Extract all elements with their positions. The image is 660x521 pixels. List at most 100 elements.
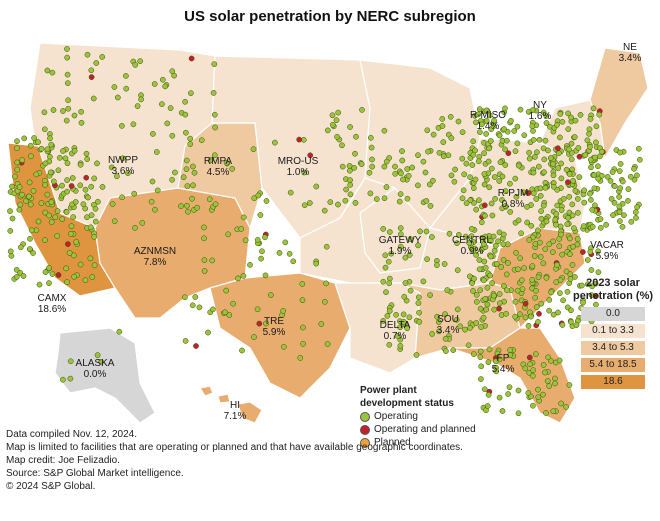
region-value-ny: 1.6% (529, 111, 552, 122)
plant-dot (566, 382, 573, 388)
plant-dot (247, 262, 253, 268)
plant-dot (552, 216, 559, 223)
plant-dot (632, 209, 639, 216)
plant-dot (56, 154, 63, 161)
plant-dot (571, 225, 577, 231)
plant-dot (574, 236, 581, 242)
plant-dot (42, 160, 49, 167)
plant-dot (565, 110, 571, 117)
plant-dot (512, 148, 519, 154)
plant-dot (558, 175, 565, 182)
plant-dot (229, 166, 236, 172)
plant-dot (625, 186, 632, 192)
plant-dot (300, 324, 306, 331)
plant-dot (487, 272, 494, 279)
plant-dot (324, 127, 331, 134)
plant-dot (21, 135, 28, 142)
plant-dot (568, 140, 575, 147)
plant-dot (41, 126, 48, 133)
plant-dot (496, 305, 502, 312)
plant-dot (550, 172, 557, 179)
plant-dot (557, 111, 564, 117)
plant-dot (276, 250, 283, 256)
plant-dot (367, 134, 374, 141)
plant-dot (397, 342, 404, 349)
plant-dot (415, 300, 422, 306)
region-value-tre: 5.9% (263, 327, 286, 338)
plant-dot (64, 80, 71, 86)
plant-dot (63, 209, 70, 215)
plant-dot (625, 197, 631, 204)
plant-dot (211, 61, 218, 67)
plant-dot (480, 277, 487, 284)
plant-dot (42, 182, 48, 188)
plant-dot (193, 343, 199, 349)
plant-dot (254, 306, 261, 313)
plant-dot (425, 148, 431, 155)
plant-dot (116, 328, 123, 335)
plant-dot (634, 172, 640, 179)
plant-dot (559, 251, 566, 258)
plant-dot (611, 199, 618, 206)
plant-dot (434, 313, 440, 320)
plant-dot (470, 185, 477, 192)
plant-dot (383, 289, 389, 296)
plant-dot (69, 175, 76, 181)
plant-dot (529, 373, 536, 379)
region-label-centrl: CENTRL (452, 235, 492, 246)
plant-dot (111, 218, 118, 225)
plant-dot (475, 158, 482, 165)
plant-dot (60, 376, 66, 383)
plant-dot (28, 153, 34, 160)
plant-dot (481, 171, 488, 177)
plant-dot (339, 142, 345, 149)
plant-dot (313, 260, 320, 267)
plant-dot (263, 198, 270, 204)
plant-dot (223, 287, 230, 294)
plant-dot (467, 325, 473, 331)
plant-dot (397, 243, 404, 250)
region-label-nwpp: NWPP (108, 155, 138, 166)
plant-dot (503, 310, 509, 317)
plant-dot (569, 212, 576, 219)
plant-dot (68, 223, 75, 230)
plant-dot (537, 193, 544, 199)
plant-dot (609, 169, 616, 175)
plant-dot (616, 209, 623, 215)
plant-dot (552, 380, 558, 387)
plant-dot (518, 277, 525, 284)
plant-dot (616, 203, 623, 210)
legend-band-2: 3.4 to 5.3 (581, 341, 645, 355)
plant-dot (471, 275, 477, 282)
plant-dot (542, 184, 549, 191)
plant-dot (54, 208, 61, 214)
plant-dot (396, 198, 403, 205)
plant-dot (397, 225, 404, 231)
region-label-tre: TRE (264, 316, 284, 327)
plant-dot (554, 121, 560, 128)
plant-dot (381, 195, 388, 202)
plant-dot (420, 278, 427, 285)
plant-dot (563, 404, 569, 410)
plant-dot (440, 139, 447, 145)
plant-dot (543, 120, 550, 126)
plant-dot (72, 199, 79, 205)
plant-dot (301, 169, 308, 176)
plant-dot (486, 184, 493, 191)
plant-dot (461, 171, 468, 178)
plant-dot (139, 220, 146, 226)
plant-dot (552, 221, 559, 228)
plant-dot (553, 211, 560, 217)
plant-dot (28, 227, 35, 234)
plant-dot (68, 231, 74, 237)
plant-dot (167, 105, 174, 111)
region-value-camx: 18.6% (38, 304, 66, 315)
plant-dot (148, 198, 155, 205)
region-label-alaska: ALASKA (76, 358, 115, 369)
plant-dot (189, 302, 196, 309)
plant-dot (422, 169, 429, 176)
plant-dot (537, 185, 544, 192)
plant-dot (64, 177, 70, 183)
plant-dot (162, 83, 169, 90)
plant-dot (60, 148, 66, 154)
